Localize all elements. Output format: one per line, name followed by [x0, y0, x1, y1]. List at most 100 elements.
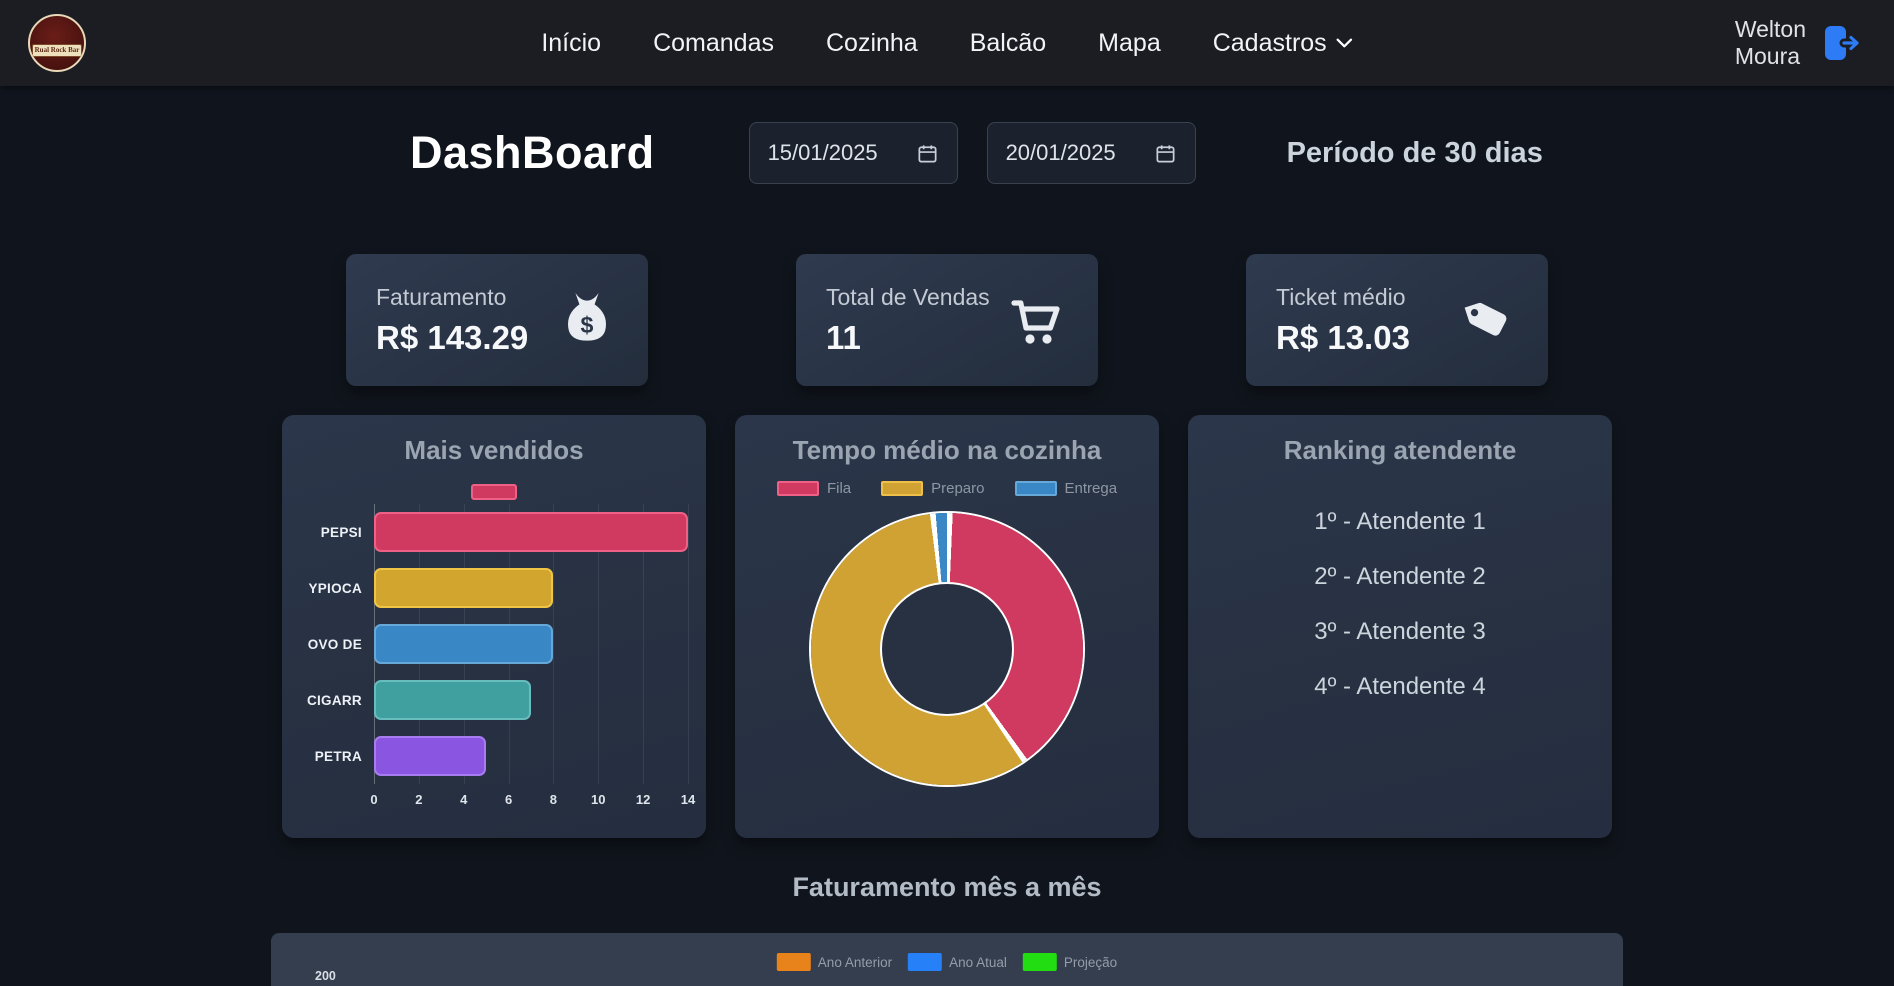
bar-chart-legend-swatch[interactable]	[471, 484, 517, 500]
bar-petra	[374, 736, 487, 776]
bar-ypioca	[374, 568, 554, 608]
dashboard-header: DashBoard 15/01/2025 20/01/2025 Período …	[282, 122, 1612, 184]
chart-card-mais-vendidos: Mais vendidos PEPSI YPIOCA OVO DE CIGARR PET…	[282, 415, 706, 838]
calendar-icon	[1156, 144, 1175, 163]
chart-title: Tempo médio na cozinha	[792, 435, 1102, 465]
chart-card-ranking: Ranking atendente 1º - Atendente 1 2º - A…	[1188, 415, 1612, 838]
bar-category-label: YPIOCA	[308, 580, 362, 596]
nav-item-comandas[interactable]: Comandas	[653, 28, 774, 57]
legend-item-entrega[interactable]: Entrega	[1014, 480, 1118, 497]
gridline	[643, 504, 645, 784]
legend-label: Entrega	[1064, 480, 1118, 497]
app-logo[interactable]: Rual Rock Bar	[28, 14, 86, 72]
stat-label: Ticket médio	[1276, 283, 1406, 310]
logout-button[interactable]	[1820, 22, 1866, 64]
x-tick-label: 8	[549, 792, 558, 807]
bar-chart-x-axis: 0 2 4 6 8 10 12 14	[370, 784, 695, 812]
nav-item-inicio[interactable]: Início	[541, 28, 602, 57]
date-from-value: 15/01/2025	[767, 140, 878, 165]
donut-legend: Fila Preparo Entrega	[735, 480, 1159, 497]
stat-value: 11	[826, 318, 861, 356]
bar-row: OVO DE	[294, 616, 688, 672]
legend-swatch	[881, 481, 924, 496]
x-tick-label: 14	[680, 792, 696, 807]
bar-category-label: OVO DE	[307, 636, 362, 652]
ranking-item: 1º - Atendente 1	[1314, 508, 1486, 535]
cart-icon	[1011, 300, 1060, 344]
legend-label: Fila	[826, 480, 852, 497]
stat-texts: Ticket médio R$ 13.03	[1276, 284, 1410, 357]
legend-swatch	[908, 953, 943, 971]
bar-row: PEPSI	[294, 504, 688, 560]
chart-card-tempo-medio: Tempo médio na cozinha Fila Preparo Entreg…	[735, 415, 1159, 838]
chart-title: Ranking atendente	[1283, 435, 1517, 465]
stat-label: Faturamento	[376, 283, 507, 310]
date-from-input[interactable]: 15/01/2025	[748, 122, 958, 184]
x-tick-label: 12	[635, 792, 651, 807]
stat-card-total-vendas: Total de Vendas 11	[796, 254, 1098, 386]
svg-text:$: $	[581, 312, 594, 338]
ranking-item: 2º - Atendente 2	[1314, 563, 1486, 590]
bottom-chart-legend: Ano Anterior Ano Atual Projeção	[776, 953, 1118, 971]
bar-chart-plot: PEPSI YPIOCA OVO DE CIGARR PETRA	[294, 504, 689, 784]
legend-item-ano-atual[interactable]: Ano Atual	[908, 953, 1007, 971]
bottom-chart-panel: Ano Anterior Ano Atual Projeção 200	[271, 933, 1623, 986]
legend-item-preparo[interactable]: Preparo	[881, 480, 985, 497]
gridline	[688, 504, 689, 784]
bar-track	[374, 624, 688, 664]
main-nav: Início Comandas Cozinha Balcão Mapa Cada…	[541, 28, 1353, 58]
bar-row: CIGARR	[294, 672, 688, 728]
bar-category-label: CIGARR	[306, 692, 362, 708]
user-name-line1: Welton	[1734, 15, 1806, 42]
legend-label: Ano Anterior	[817, 954, 893, 970]
bar-track	[374, 568, 688, 608]
gridline	[553, 504, 555, 784]
legend-item-projeção[interactable]: Projeção	[1022, 953, 1118, 971]
legend-label: Projeção	[1063, 954, 1118, 970]
calendar-icon	[918, 144, 937, 163]
nav-item-balcao[interactable]: Balcão	[969, 28, 1047, 57]
bar-track	[374, 512, 688, 552]
bar-track	[374, 736, 688, 776]
bar-rows: PEPSI YPIOCA OVO DE CIGARR PETRA	[294, 504, 688, 784]
navbar: Rual Rock Bar Início Comandas Cozinha Ba…	[0, 0, 1894, 86]
legend-swatch	[776, 953, 811, 971]
legend-item-fila[interactable]: Fila	[776, 480, 852, 497]
bar-category-label: PETRA	[314, 748, 362, 764]
user-block: Welton Moura	[1735, 16, 1866, 70]
bottom-chart-ytick: 200	[315, 969, 336, 983]
user-name-line2: Moura	[1734, 43, 1801, 69]
bottom-chart-title: Faturamento mês a mês	[792, 872, 1102, 902]
stats-row: Faturamento R$ 143.29 $ Total de Vendas …	[282, 254, 1612, 386]
ranking-item: 3º - Atendente 3	[1314, 618, 1486, 645]
page-title: DashBoard	[410, 127, 655, 178]
date-to-input[interactable]: 20/01/2025	[986, 122, 1196, 184]
chevron-down-icon	[1336, 38, 1353, 48]
nav-item-mapa[interactable]: Mapa	[1098, 28, 1161, 57]
stat-card-ticket-medio: Ticket médio R$ 13.03	[1246, 254, 1548, 386]
legend-item-ano-anterior[interactable]: Ano Anterior	[776, 953, 893, 971]
nav-dropdown-cadastros-label: Cadastros	[1212, 28, 1327, 57]
legend-label: Ano Atual	[949, 954, 1007, 970]
legend-swatch	[776, 481, 819, 496]
stat-value: R$ 13.03	[1276, 318, 1410, 356]
legend-swatch	[1022, 953, 1057, 971]
date-to-value: 20/01/2025	[1005, 140, 1116, 165]
x-tick-label: 0	[370, 792, 378, 807]
bar-row: YPIOCA	[294, 560, 688, 616]
app-logo-text: Rual Rock Bar	[32, 44, 82, 57]
stat-texts: Total de Vendas 11	[826, 284, 990, 357]
money-bag-icon: $	[568, 292, 606, 341]
bar-cigarr	[374, 680, 531, 720]
nav-dropdown-cadastros[interactable]: Cadastros	[1213, 29, 1353, 58]
stat-card-faturamento: Faturamento R$ 143.29 $	[346, 254, 648, 386]
nav-item-cozinha[interactable]: Cozinha	[825, 28, 918, 57]
x-tick-label: 10	[591, 792, 606, 807]
bar-category-label: PEPSI	[320, 524, 362, 540]
logout-icon	[1825, 26, 1862, 60]
period-label: Período de 30 dias	[1286, 136, 1543, 169]
chart-title: Mais vendidos	[404, 435, 584, 465]
x-tick-label: 6	[504, 792, 513, 807]
bar-row: PETRA	[294, 728, 688, 784]
x-tick-label: 4	[460, 792, 468, 807]
